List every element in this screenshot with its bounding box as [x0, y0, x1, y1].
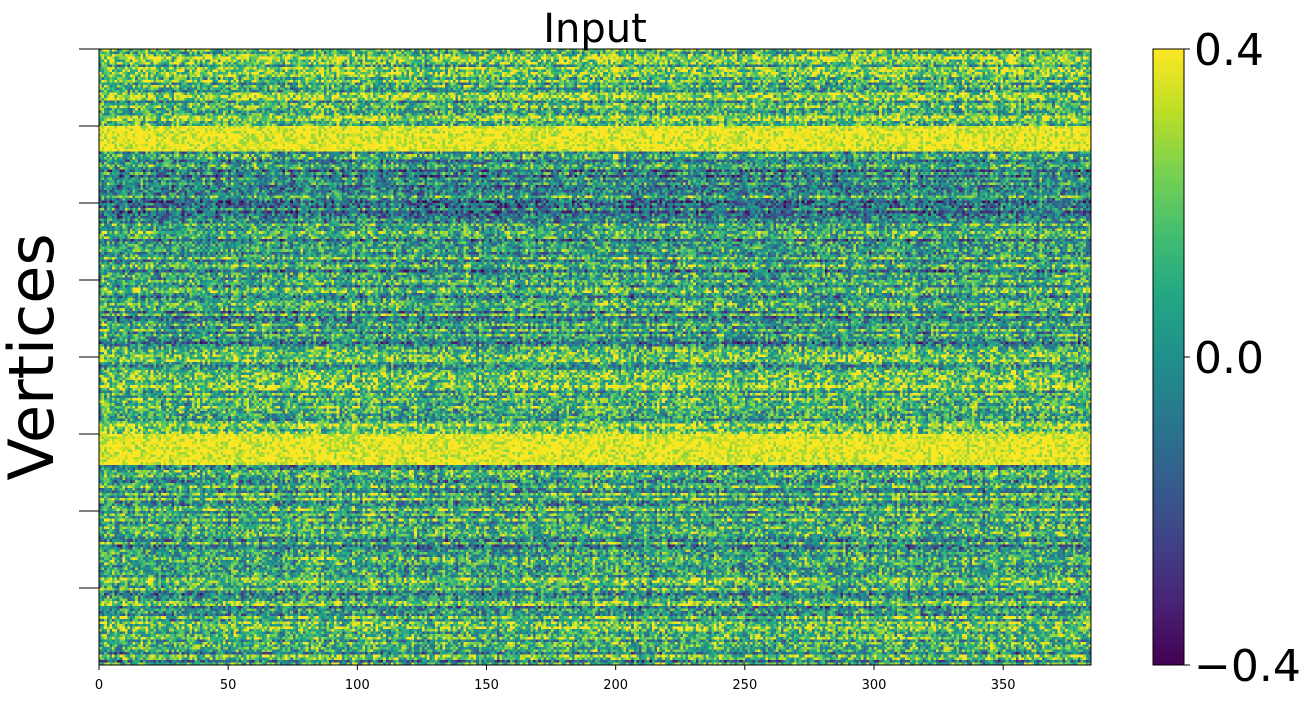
colorbar-frame: [1152, 48, 1185, 666]
x-axis-ticks: 0 50 100 150 200 250 300 350: [95, 665, 1016, 693]
y-axis-ticks: [79, 48, 99, 589]
heatmap-image: [99, 49, 1091, 665]
chart-title: Input: [543, 6, 647, 52]
x-tick-label: 100: [345, 678, 370, 693]
colorbar-tick-label: −0.4: [1194, 641, 1301, 692]
plot-frame: [98, 48, 1092, 666]
x-tick-label: 200: [603, 678, 628, 693]
y-axis-label: Vertices: [0, 233, 68, 480]
colorbar-tick-label: 0.0: [1194, 333, 1264, 384]
x-tick-label: 150: [474, 678, 499, 693]
x-tick-label: 300: [862, 678, 887, 693]
colorbar-gradient: [1153, 49, 1184, 665]
colorbar-tick-label: 0.4: [1194, 25, 1264, 76]
colorbar-ticks: 0.4 0.0 −0.4: [1184, 25, 1301, 692]
x-tick-label: 250: [732, 678, 757, 693]
x-tick-label: 350: [991, 678, 1016, 693]
x-tick-label: 50: [220, 678, 237, 693]
x-tick-label: 0: [95, 678, 103, 693]
